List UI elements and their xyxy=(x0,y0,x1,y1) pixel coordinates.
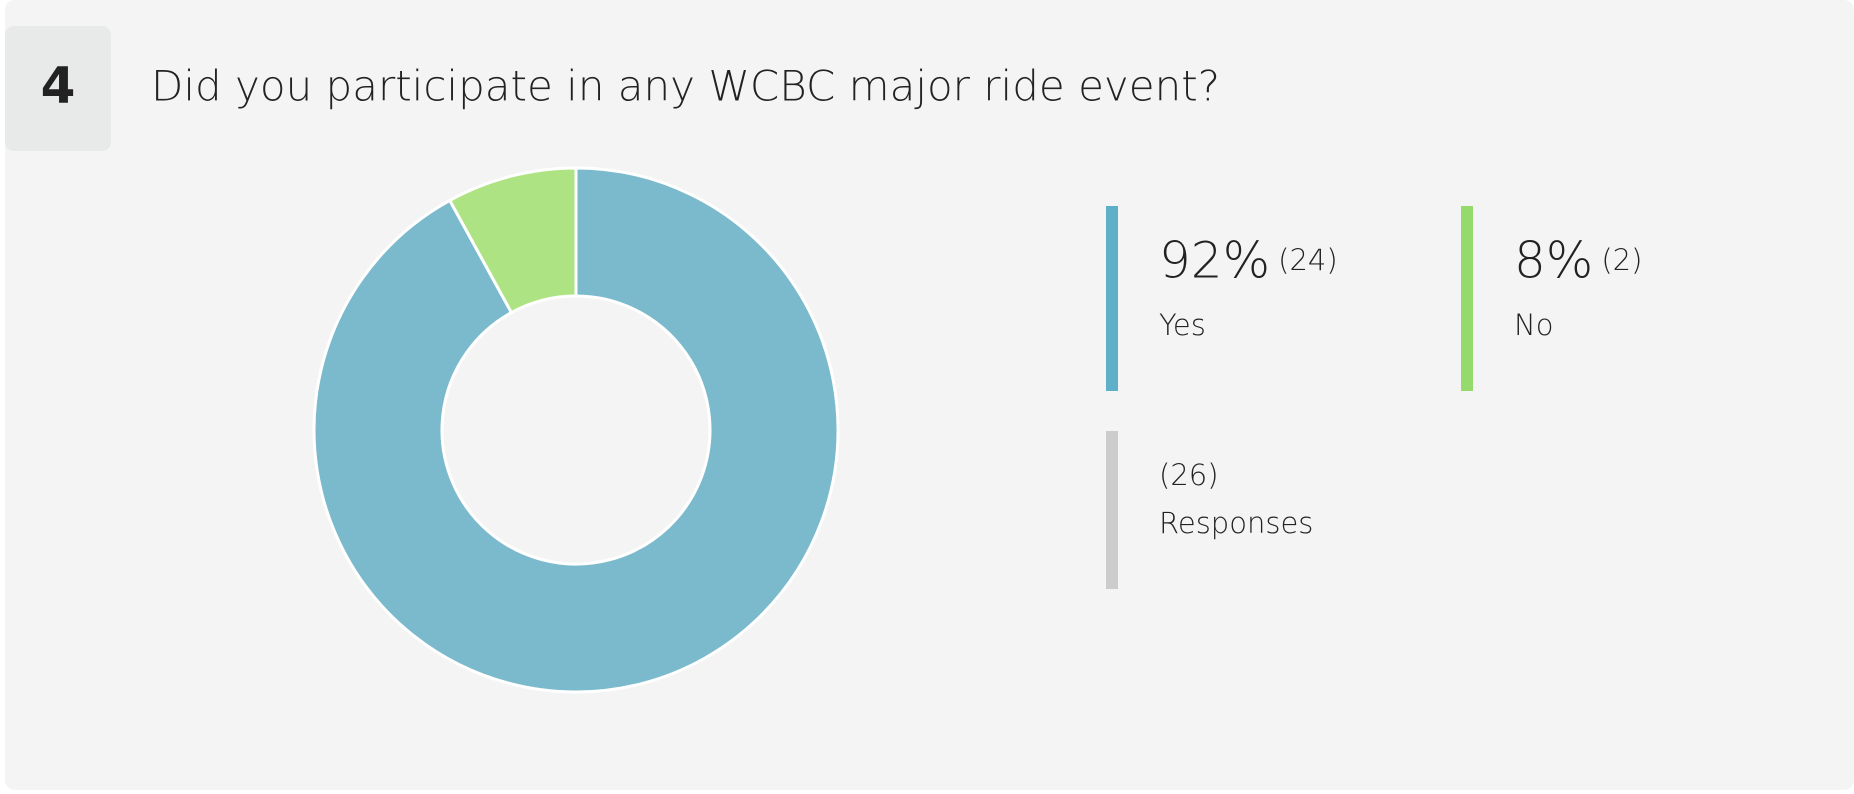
donut-slice xyxy=(447,166,578,315)
chart: 4 Did you participate in any WCBC major … xyxy=(5,26,1642,694)
legend-bar xyxy=(1461,206,1473,391)
legend-percent: 8% xyxy=(1514,232,1593,290)
total-bar xyxy=(1106,431,1118,589)
legend-percent: 92% xyxy=(1159,232,1270,290)
total-count: (26) xyxy=(1159,458,1219,492)
legend-count: (24) xyxy=(1278,243,1338,277)
legend-label: Yes xyxy=(1159,308,1206,342)
question-card: 4 Did you participate in any WCBC major … xyxy=(5,0,1854,790)
question-badge xyxy=(5,26,111,151)
question-number: 4 xyxy=(41,57,76,115)
legend-label: No xyxy=(1514,308,1553,342)
legend-count: (2) xyxy=(1601,243,1642,277)
question-title: Did you participate in any WCBC major ri… xyxy=(151,62,1220,111)
total-label: Responses xyxy=(1159,506,1313,540)
legend-bar xyxy=(1106,206,1118,391)
donut-slice xyxy=(312,166,840,694)
